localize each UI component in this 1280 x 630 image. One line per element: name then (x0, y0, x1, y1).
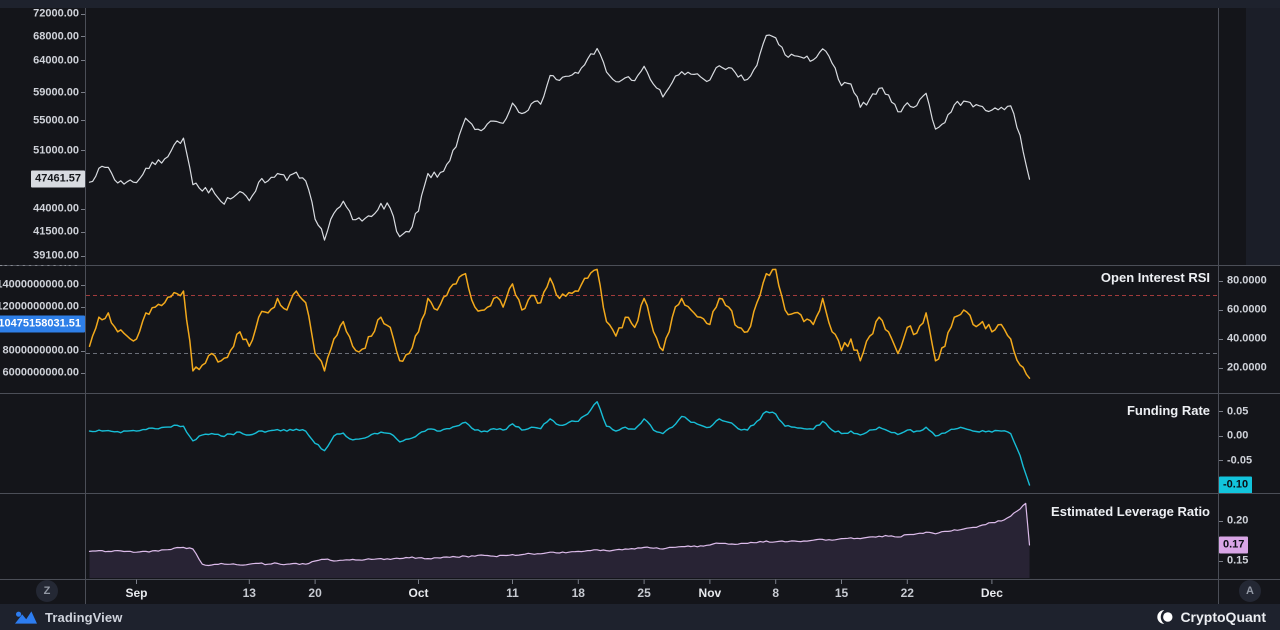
estimated-leverage-ratio-pane[interactable] (86, 493, 1218, 579)
top-right-margin (1246, 8, 1280, 265)
autoscale-button[interactable]: A (1239, 580, 1261, 602)
tradingview-label: TradingView (45, 609, 123, 625)
footer-bar: TradingView CryptoQuant (0, 604, 1280, 630)
tradingview-link[interactable]: TradingView (14, 610, 122, 625)
cryptoquant-link[interactable]: CryptoQuant (1155, 609, 1266, 625)
window-top-strip (0, 0, 1280, 8)
tradingview-logo-icon (14, 610, 38, 625)
time-axis[interactable] (86, 579, 1218, 604)
price-pane[interactable] (86, 8, 1218, 265)
cryptoquant-logo-icon (1155, 609, 1173, 625)
open-interest-rsi-pane[interactable] (86, 265, 1218, 393)
funding-rate-pane[interactable] (86, 393, 1218, 493)
right-price-scale[interactable] (1219, 8, 1280, 579)
cryptoquant-label: CryptoQuant (1180, 609, 1266, 625)
left-price-scale[interactable] (0, 8, 85, 579)
timezone-button[interactable]: Z (36, 580, 58, 602)
